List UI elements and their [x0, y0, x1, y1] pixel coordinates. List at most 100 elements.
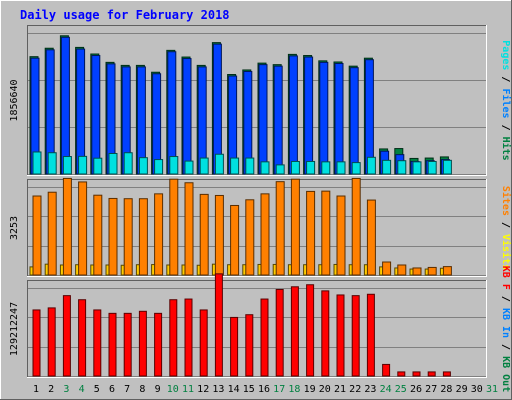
- x-tick-label-19: 19: [304, 384, 316, 395]
- panel-background: [27, 280, 487, 378]
- bar-pages-files-hits-series2-day-17: [275, 164, 285, 175]
- panel-background: [27, 179, 487, 277]
- bar-kb-in-out-series0-day-19: [306, 284, 315, 377]
- x-tick-label-26: 26: [410, 384, 422, 395]
- bar-kb-in-out-series0-day-24: [382, 363, 391, 377]
- bar-kb-in-out-series0-day-10: [169, 299, 178, 377]
- x-tick-label-27: 27: [425, 384, 437, 395]
- x-tick-label-1: 1: [33, 384, 39, 395]
- series-legend: Sites / Visits: [500, 186, 512, 270]
- bar-kb-in-out-series0-day-2: [47, 307, 56, 377]
- bar-kb-in-out-series0-day-21: [336, 294, 345, 377]
- bar-pages-files-hits-series2-day-1: [32, 151, 42, 175]
- x-tick-label-5: 5: [94, 384, 100, 395]
- bar-kb-in-out-series0-day-9: [154, 312, 163, 377]
- legend-item: KB F: [500, 266, 511, 290]
- bar-kb-in-out-series0-day-1: [32, 309, 41, 377]
- x-tick-label-23: 23: [364, 384, 376, 395]
- bar-kb-in-out-series0-day-4: [78, 299, 87, 377]
- bar-pages-files-hits-series1-day-20: [319, 61, 329, 175]
- bar-visits-sites-series1-day-11: [184, 182, 194, 276]
- bar-pages-files-hits-series2-day-21: [336, 161, 346, 175]
- x-tick-label-15: 15: [243, 384, 255, 395]
- x-tick-label-24: 24: [380, 384, 392, 395]
- bar-visits-sites-series1-day-10: [169, 178, 179, 276]
- bar-pages-files-hits-series2-day-16: [260, 161, 270, 175]
- bar-pages-files-hits-series2-day-9: [154, 159, 164, 175]
- bar-pages-files-hits-series2-day-22: [351, 162, 361, 175]
- bar-visits-sites-series1-day-26: [412, 267, 422, 276]
- bar-pages-files-hits-series2-day-6: [108, 152, 118, 175]
- bar-pages-files-hits-series2-day-18: [290, 160, 300, 175]
- bar-pages-files-hits-series1-day-10: [167, 51, 177, 175]
- x-tick-label-22: 22: [349, 384, 361, 395]
- panel-pages-files-hits: 1856640 Pages / Files / Hits: [9, 25, 512, 176]
- bar-pages-files-hits-series2-day-13: [214, 153, 224, 175]
- bar-kb-in-out-series0-day-20: [321, 290, 330, 377]
- bar-visits-sites-series1-day-24: [382, 261, 392, 276]
- x-tick-label-10: 10: [167, 384, 179, 395]
- bar-visits-sites-series1-day-6: [108, 197, 118, 276]
- bar-pages-files-hits-series2-day-2: [47, 152, 57, 175]
- bar-visits-sites-series1-day-19: [306, 190, 316, 276]
- legend-item: /: [500, 338, 511, 356]
- bar-pages-files-hits-series2-day-15: [245, 157, 255, 175]
- bar-pages-files-hits-series2-day-5: [93, 157, 103, 175]
- x-tick-label-31: 31: [486, 384, 498, 395]
- bar-kb-in-out-series0-day-3: [62, 295, 71, 377]
- bar-visits-sites-series1-day-12: [199, 193, 209, 276]
- bar-pages-files-hits-series1-day-16: [258, 64, 268, 175]
- x-tick-label-2: 2: [48, 384, 54, 395]
- bar-kb-in-out-series0-day-6: [108, 312, 117, 377]
- x-tick-label-16: 16: [258, 384, 270, 395]
- bar-visits-sites-series1-day-23: [366, 199, 376, 276]
- x-tick-label-30: 30: [471, 384, 483, 395]
- bar-visits-sites-series1-day-21: [336, 195, 346, 276]
- series-legend: Pages / Files / Hits: [500, 40, 512, 160]
- bar-visits-sites-series1-day-1: [32, 195, 42, 276]
- bar-pages-files-hits-series2-day-4: [78, 155, 88, 175]
- bar-pages-files-hits-series1-day-5: [91, 55, 101, 175]
- bar-pages-files-hits-series2-day-24: [382, 159, 392, 175]
- x-tick-label-25: 25: [395, 384, 407, 395]
- bar-visits-sites-series1-day-25: [397, 264, 407, 276]
- bar-visits-sites-series1-day-16: [260, 193, 270, 276]
- x-tick-label-9: 9: [155, 384, 161, 395]
- bar-kb-in-out-series0-day-13: [214, 273, 223, 377]
- x-tick-label-20: 20: [319, 384, 331, 395]
- x-tick-label-4: 4: [79, 384, 85, 395]
- x-tick-label-7: 7: [124, 384, 130, 395]
- bar-pages-files-hits-series2-day-14: [230, 157, 240, 175]
- bar-kb-in-out-series0-day-27: [427, 371, 436, 377]
- x-tick-label-17: 17: [273, 384, 285, 395]
- bar-pages-files-hits-series1-day-17: [273, 65, 283, 175]
- chart-title: Daily usage for February 2018: [20, 8, 230, 22]
- legend-item: Visits: [500, 234, 512, 270]
- legend-item: KB Out: [500, 356, 511, 392]
- bar-visits-sites-series1-day-18: [290, 178, 300, 276]
- bar-pages-files-hits-series2-day-28: [442, 159, 452, 175]
- bar-kb-in-out-series0-day-28: [442, 371, 451, 377]
- panel-background: [27, 25, 487, 176]
- bar-pages-files-hits-series2-day-7: [123, 152, 133, 175]
- x-tick-label-14: 14: [228, 384, 240, 395]
- x-tick-label-12: 12: [197, 384, 209, 395]
- bar-visits-sites-series1-day-8: [138, 198, 148, 276]
- bar-pages-files-hits-series2-day-8: [138, 157, 148, 175]
- bar-kb-in-out-series0-day-23: [366, 293, 375, 377]
- x-tick-label-18: 18: [288, 384, 300, 395]
- bar-visits-sites-series1-day-5: [93, 194, 103, 276]
- bar-visits-sites-series1-day-15: [245, 199, 255, 276]
- bar-pages-files-hits-series2-day-11: [184, 160, 194, 175]
- bar-kb-in-out-series0-day-18: [290, 286, 299, 377]
- bar-visits-sites-series1-day-7: [123, 198, 133, 276]
- bar-pages-files-hits-series2-day-23: [366, 156, 376, 175]
- panel-visits-sites: 3253 Sites / Visits: [9, 177, 512, 277]
- x-tick-label-11: 11: [182, 384, 194, 395]
- bar-kb-in-out-series0-day-8: [138, 310, 147, 377]
- bar-visits-sites-series1-day-14: [230, 204, 240, 276]
- bar-kb-in-out-series0-day-15: [245, 314, 254, 377]
- bar-pages-files-hits-series2-day-10: [169, 156, 179, 175]
